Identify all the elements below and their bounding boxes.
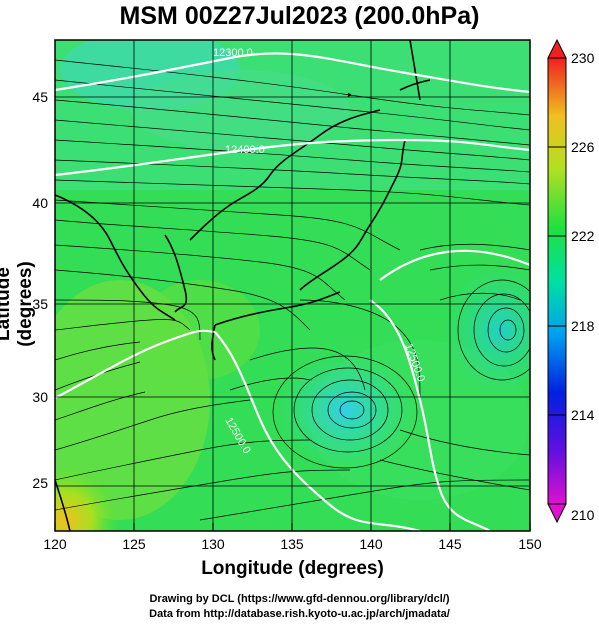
y-tick-label: 45 — [32, 89, 48, 105]
y-tick-labels: 25 30 35 40 45 — [32, 89, 48, 491]
contour-label: 12400.0 — [225, 144, 265, 156]
x-axis-label: Longitude (degrees) — [201, 558, 384, 579]
colorbar-tick-label: 210 — [571, 507, 595, 523]
x-tick-label: 135 — [280, 536, 304, 552]
x-tick-label: 130 — [201, 536, 225, 552]
colorbar-tick-label: 218 — [571, 318, 595, 334]
temperature-field — [55, 40, 530, 531]
x-tick-label: 120 — [43, 536, 67, 552]
x-tick-label: 125 — [122, 536, 146, 552]
y-tick-label: 25 — [32, 475, 48, 491]
y-tick-label: 40 — [32, 195, 48, 211]
streamlines — [55, 59, 530, 521]
x-tick-marks — [54, 523, 531, 531]
colorbar-tick-label: 222 — [571, 228, 595, 244]
coastlines — [55, 40, 431, 531]
colorbar-tick-labels: 230 226 222 218 214 210 — [571, 50, 595, 523]
credit-data: Data from http://database.rish.kyoto-u.a… — [149, 608, 450, 620]
x-tick-labels: 120 125 130 135 140 145 150 — [43, 536, 542, 552]
credit-drawing: Drawing by DCL (https://www.gfd-dennou.o… — [149, 593, 450, 605]
x-tick-label: 150 — [518, 536, 542, 552]
y-axis-label: Latitude (degrees) — [0, 261, 36, 347]
gridlines — [55, 40, 530, 531]
y-tick-label: 35 — [32, 296, 48, 312]
contour-label: 12300.0 — [213, 47, 253, 59]
colorbar-tick-label: 230 — [571, 50, 595, 66]
chart-title: MSM 00Z27Jul2023 (200.0hPa) — [119, 2, 480, 30]
y-tick-label: 30 — [32, 389, 48, 405]
colorbar-tick-label: 214 — [571, 407, 595, 423]
x-tick-label: 145 — [438, 536, 462, 552]
x-tick-label: 140 — [359, 536, 383, 552]
colorbar — [547, 38, 567, 524]
colorbar-tick-label: 226 — [571, 139, 595, 155]
